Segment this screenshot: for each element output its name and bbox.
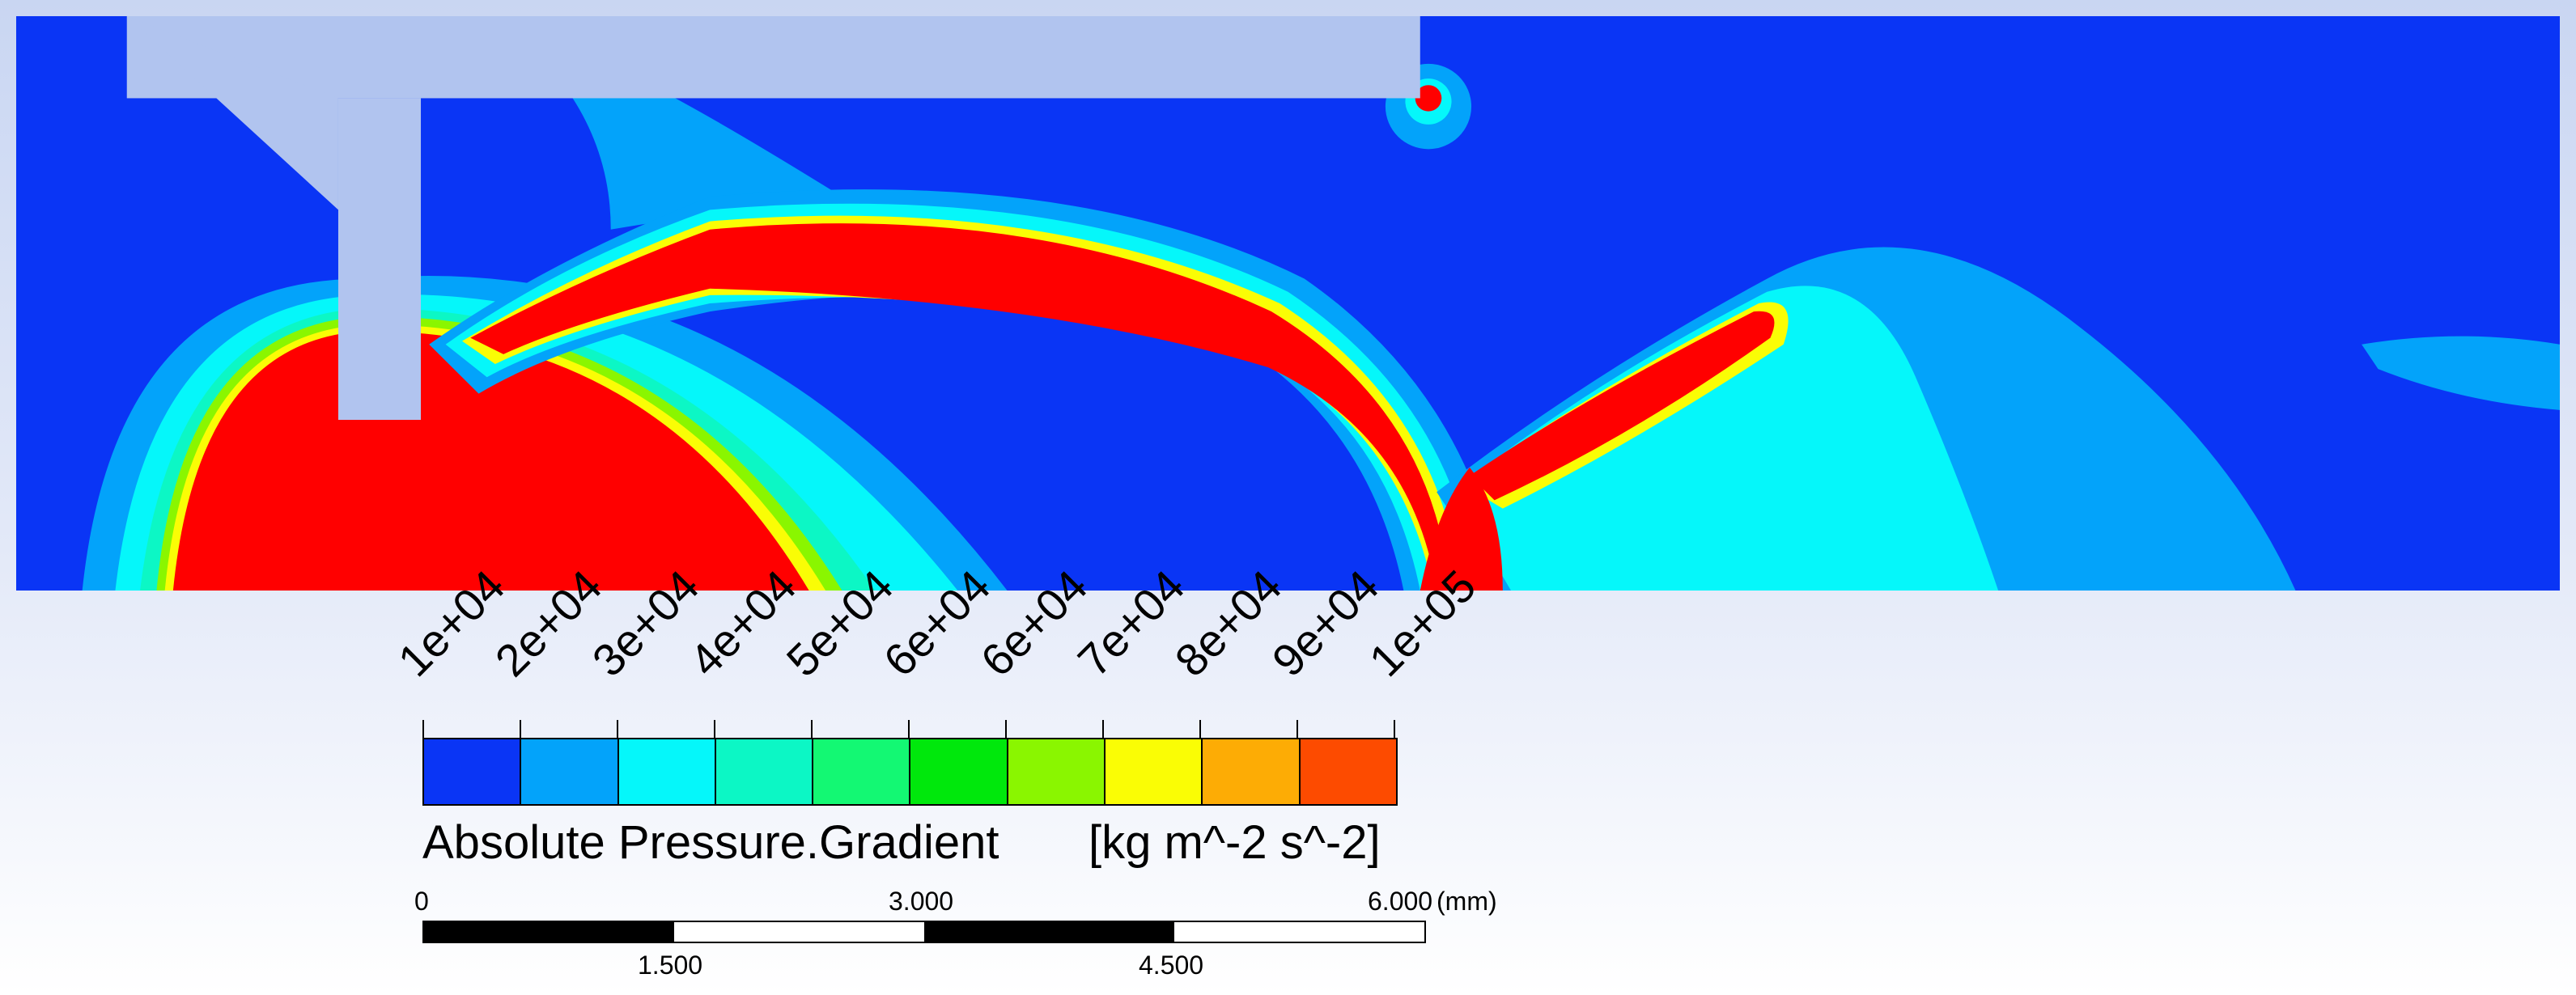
arched-jet xyxy=(429,189,1503,591)
scale-label-top: 6.000 xyxy=(1368,887,1433,916)
legend-swatch xyxy=(910,739,1008,804)
scale-segment xyxy=(924,922,1174,942)
scale-segment xyxy=(424,922,674,942)
right-branch-jet xyxy=(1420,247,2296,591)
legend-units: [kg m^-2 s^-2] xyxy=(1089,816,1381,869)
legend-swatch xyxy=(521,739,619,804)
legend-tick-mark xyxy=(908,720,910,738)
legend-swatch xyxy=(618,739,716,804)
legend-tick-mark xyxy=(714,720,715,738)
scale-unit: (mm) xyxy=(1437,887,1497,916)
scale-label-bottom: 4.500 xyxy=(1139,951,1204,980)
legend-swatch xyxy=(1300,739,1396,804)
legend-tick-mark xyxy=(811,720,813,738)
legend-swatch xyxy=(424,739,522,804)
scale-label-top: 3.000 xyxy=(889,887,954,916)
scale-label-top: 0 xyxy=(414,887,429,916)
legend-tick-mark xyxy=(1394,720,1395,738)
legend-tick-mark xyxy=(617,720,618,738)
legend-swatch xyxy=(813,739,911,804)
top-hotspot xyxy=(1385,63,1472,150)
scale-bar xyxy=(422,921,1426,943)
legend-title: Absolute Pressure.Gradient xyxy=(422,816,999,869)
left-bulb-region xyxy=(82,276,1008,591)
legend-tick-mark xyxy=(422,720,424,738)
legend-tick-mark xyxy=(1102,720,1104,738)
far-right-plume xyxy=(2362,336,2560,410)
legend-tick-mark xyxy=(1199,720,1201,738)
pressure-gradient-contour-plot xyxy=(16,16,2560,591)
scale-label-bottom: 1.500 xyxy=(638,951,703,980)
legend-tick-mark xyxy=(1296,720,1298,738)
scale-segment xyxy=(1174,922,1424,942)
legend-swatch xyxy=(1106,739,1203,804)
legend-tick-mark xyxy=(520,720,521,738)
legend-swatch xyxy=(1008,739,1106,804)
legend-color-bar xyxy=(422,738,1398,806)
legend-tick-mark xyxy=(1005,720,1007,738)
legend-swatch xyxy=(715,739,814,804)
scale-segment xyxy=(674,922,924,942)
legend-swatch xyxy=(1203,739,1301,804)
solid-geometry xyxy=(126,16,1420,421)
